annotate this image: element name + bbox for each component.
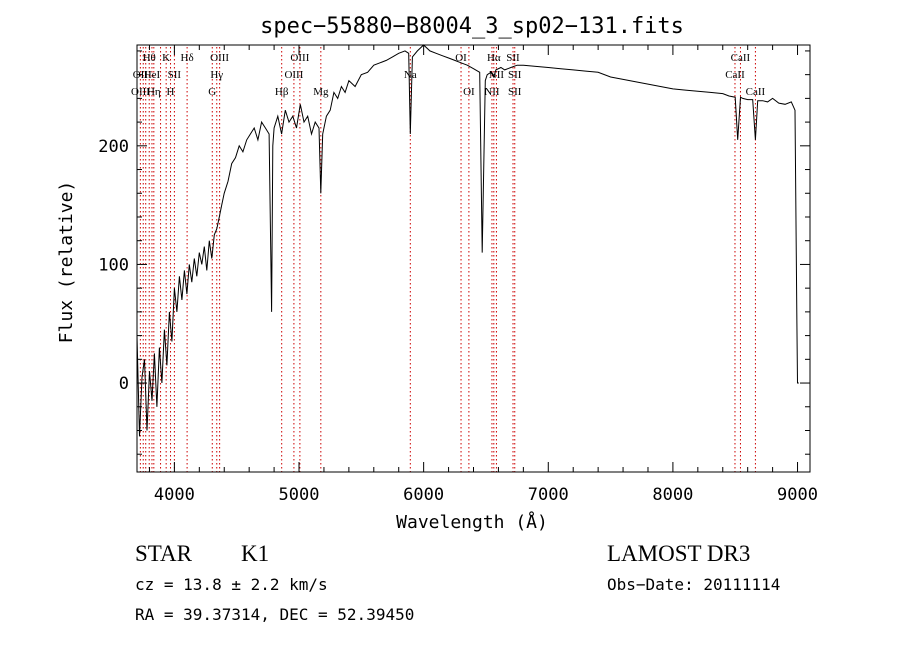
line-marker-label: NII — [484, 86, 500, 98]
x-axis-label: Wavelength (Å) — [396, 511, 548, 533]
line-marker-label: CaII — [731, 52, 751, 64]
line-marker-label: OIII — [290, 52, 309, 64]
line-marker-label: SII — [508, 86, 522, 98]
line-marker-label: OIII — [284, 69, 303, 81]
line-marker-label: CaII — [725, 69, 745, 81]
x-axis-ticks: 4000 5000 6000 7000 8000 9000 — [148, 45, 818, 505]
x-tick-label: 8000 — [652, 485, 693, 505]
y-tick-label: 0 — [119, 374, 129, 394]
line-marker-label: OI — [463, 86, 475, 98]
line-marker-label: OIII — [131, 86, 150, 98]
emission-line-markers — [139, 47, 756, 472]
line-marker-label: NII — [489, 69, 505, 81]
line-marker-label: Hα — [487, 52, 501, 64]
line-marker-label: SII — [506, 52, 520, 64]
line-marker-label: Hη — [147, 86, 161, 98]
y-tick-label: 100 — [98, 255, 129, 275]
line-marker-label: Hβ — [275, 86, 289, 98]
line-marker-label: Hγ — [210, 69, 223, 81]
object-class: STAR — [135, 541, 193, 566]
y-axis-ticks: 0 100 200 — [98, 50, 810, 455]
line-marker-label: SII — [508, 69, 522, 81]
plot-frame — [136, 44, 811, 473]
spectrum-line — [136, 44, 799, 437]
redshift-cz: cz = 13.8 ± 2.2 km/s — [135, 575, 328, 594]
survey-name: LAMOST DR3 — [607, 541, 750, 566]
x-tick-label: 9000 — [777, 485, 818, 505]
line-marker-label: Hδ — [181, 52, 194, 64]
y-axis-label: Flux (relative) — [56, 181, 77, 344]
coordinates: RA = 39.37314, DEC = 52.39450 — [135, 605, 414, 624]
line-marker-label: OIII — [210, 52, 229, 64]
line-marker-label: HeI — [144, 69, 161, 81]
line-marker-label: OI — [455, 52, 467, 64]
x-tick-label: 6000 — [403, 485, 444, 505]
chart-title: spec−55880−B8004_3_sp02−131.fits — [260, 14, 684, 39]
line-marker-label: SII — [168, 69, 182, 81]
observation-date: Obs−Date: 20111114 — [607, 575, 780, 594]
line-marker-label: Mg — [313, 86, 329, 98]
line-marker-label: Hθ — [143, 52, 156, 64]
line-marker-label: Na — [404, 69, 417, 81]
object-subclass: K1 — [241, 541, 269, 566]
x-tick-label: 4000 — [154, 485, 195, 505]
line-marker-label: CaII — [746, 86, 766, 98]
x-tick-label: 7000 — [528, 485, 569, 505]
line-marker-label: G — [208, 86, 216, 98]
x-tick-label: 5000 — [279, 485, 320, 505]
line-marker-label: H — [167, 86, 175, 98]
y-tick-label: 200 — [98, 137, 129, 157]
line-marker-label: K — [162, 52, 170, 64]
